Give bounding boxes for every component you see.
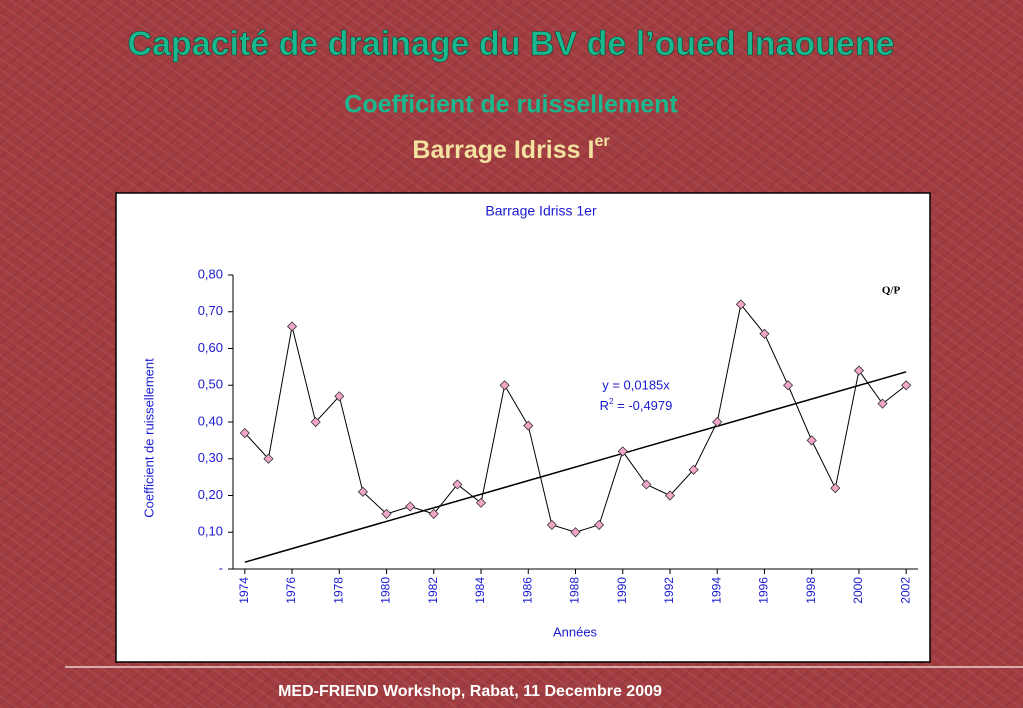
x-tick-label: 1988 (568, 577, 582, 604)
r2-symbol: R (600, 398, 609, 413)
slide-heading: Barrage Idriss Ier (412, 133, 609, 163)
marker (428, 508, 439, 519)
x-tick-label: 1990 (615, 577, 629, 604)
marker (405, 501, 416, 512)
y-tick-label: 0,70 (198, 303, 223, 318)
chart-title: Barrage Idriss 1er (485, 203, 597, 219)
trend-r2: R2 = -0,4979 (600, 397, 673, 413)
x-tick-label: 1974 (237, 577, 251, 604)
heading-sup: er (594, 133, 609, 150)
marker (239, 427, 250, 439)
y-tick-label: 0,10 (198, 524, 223, 539)
footer: MED-FRIEND Workshop, Rabat, 11 Decembre … (278, 683, 662, 700)
x-axis-label: Années (553, 624, 598, 639)
marker (735, 299, 746, 310)
marker (570, 527, 581, 538)
slide-subtitle: Coefficient de ruissellement (344, 91, 678, 119)
x-tick-label: 2000 (851, 577, 865, 604)
heading-text: Barrage Idriss I (412, 136, 594, 164)
marker (334, 391, 345, 402)
x-tick-label: 1998 (804, 577, 818, 604)
marker (475, 497, 487, 508)
y-axis-label: Coefficient de ruissellement (141, 358, 156, 518)
trend-equation: y = 0,0185x (602, 377, 670, 392)
marker (688, 464, 699, 475)
y-tick-label: 0,60 (198, 340, 223, 355)
marker (853, 365, 865, 376)
legend-entry: Q/P (882, 285, 901, 297)
marker (452, 479, 463, 490)
r2-exponent: 2 (609, 397, 614, 406)
marker (617, 446, 628, 457)
x-tick-label: 1978 (331, 577, 345, 604)
y-tick-label: 0,30 (198, 450, 223, 465)
marker (664, 490, 676, 501)
x-tick-label: 1996 (757, 577, 771, 604)
x-tick-label: 2002 (898, 577, 912, 604)
marker (901, 380, 912, 391)
x-tick-label: 1986 (520, 577, 534, 604)
marker (806, 435, 817, 446)
marker (877, 398, 888, 409)
r2-text: = -0,4979 (613, 398, 672, 413)
marker (712, 416, 723, 428)
marker (381, 508, 392, 519)
marker (286, 321, 298, 332)
x-tick-label: 1976 (284, 577, 298, 604)
x-tick-label: 1982 (426, 577, 440, 604)
marker (546, 519, 557, 530)
marker (830, 483, 841, 494)
marker (523, 420, 534, 431)
y-tick-label: 0,40 (198, 413, 223, 428)
y-tick-label: 0,50 (198, 377, 223, 392)
marker (594, 519, 605, 530)
y-tick-label: - (219, 560, 223, 575)
marker (357, 486, 368, 497)
y-tick-label: 0,80 (198, 266, 223, 281)
x-tick-label: 1992 (662, 577, 676, 604)
marker (759, 328, 770, 339)
x-tick-label: 1984 (473, 577, 487, 604)
marker (263, 453, 274, 464)
x-tick-label: 1980 (379, 577, 393, 604)
marker (641, 479, 652, 490)
x-tick-label: 1994 (709, 577, 723, 604)
chart-frame (115, 192, 931, 663)
marker (783, 380, 794, 391)
marker (499, 380, 510, 391)
y-tick-label: 0,20 (198, 487, 223, 502)
slide-title: Capacité de drainage du BV de l’oued Ina… (127, 25, 894, 63)
marker (310, 416, 321, 428)
